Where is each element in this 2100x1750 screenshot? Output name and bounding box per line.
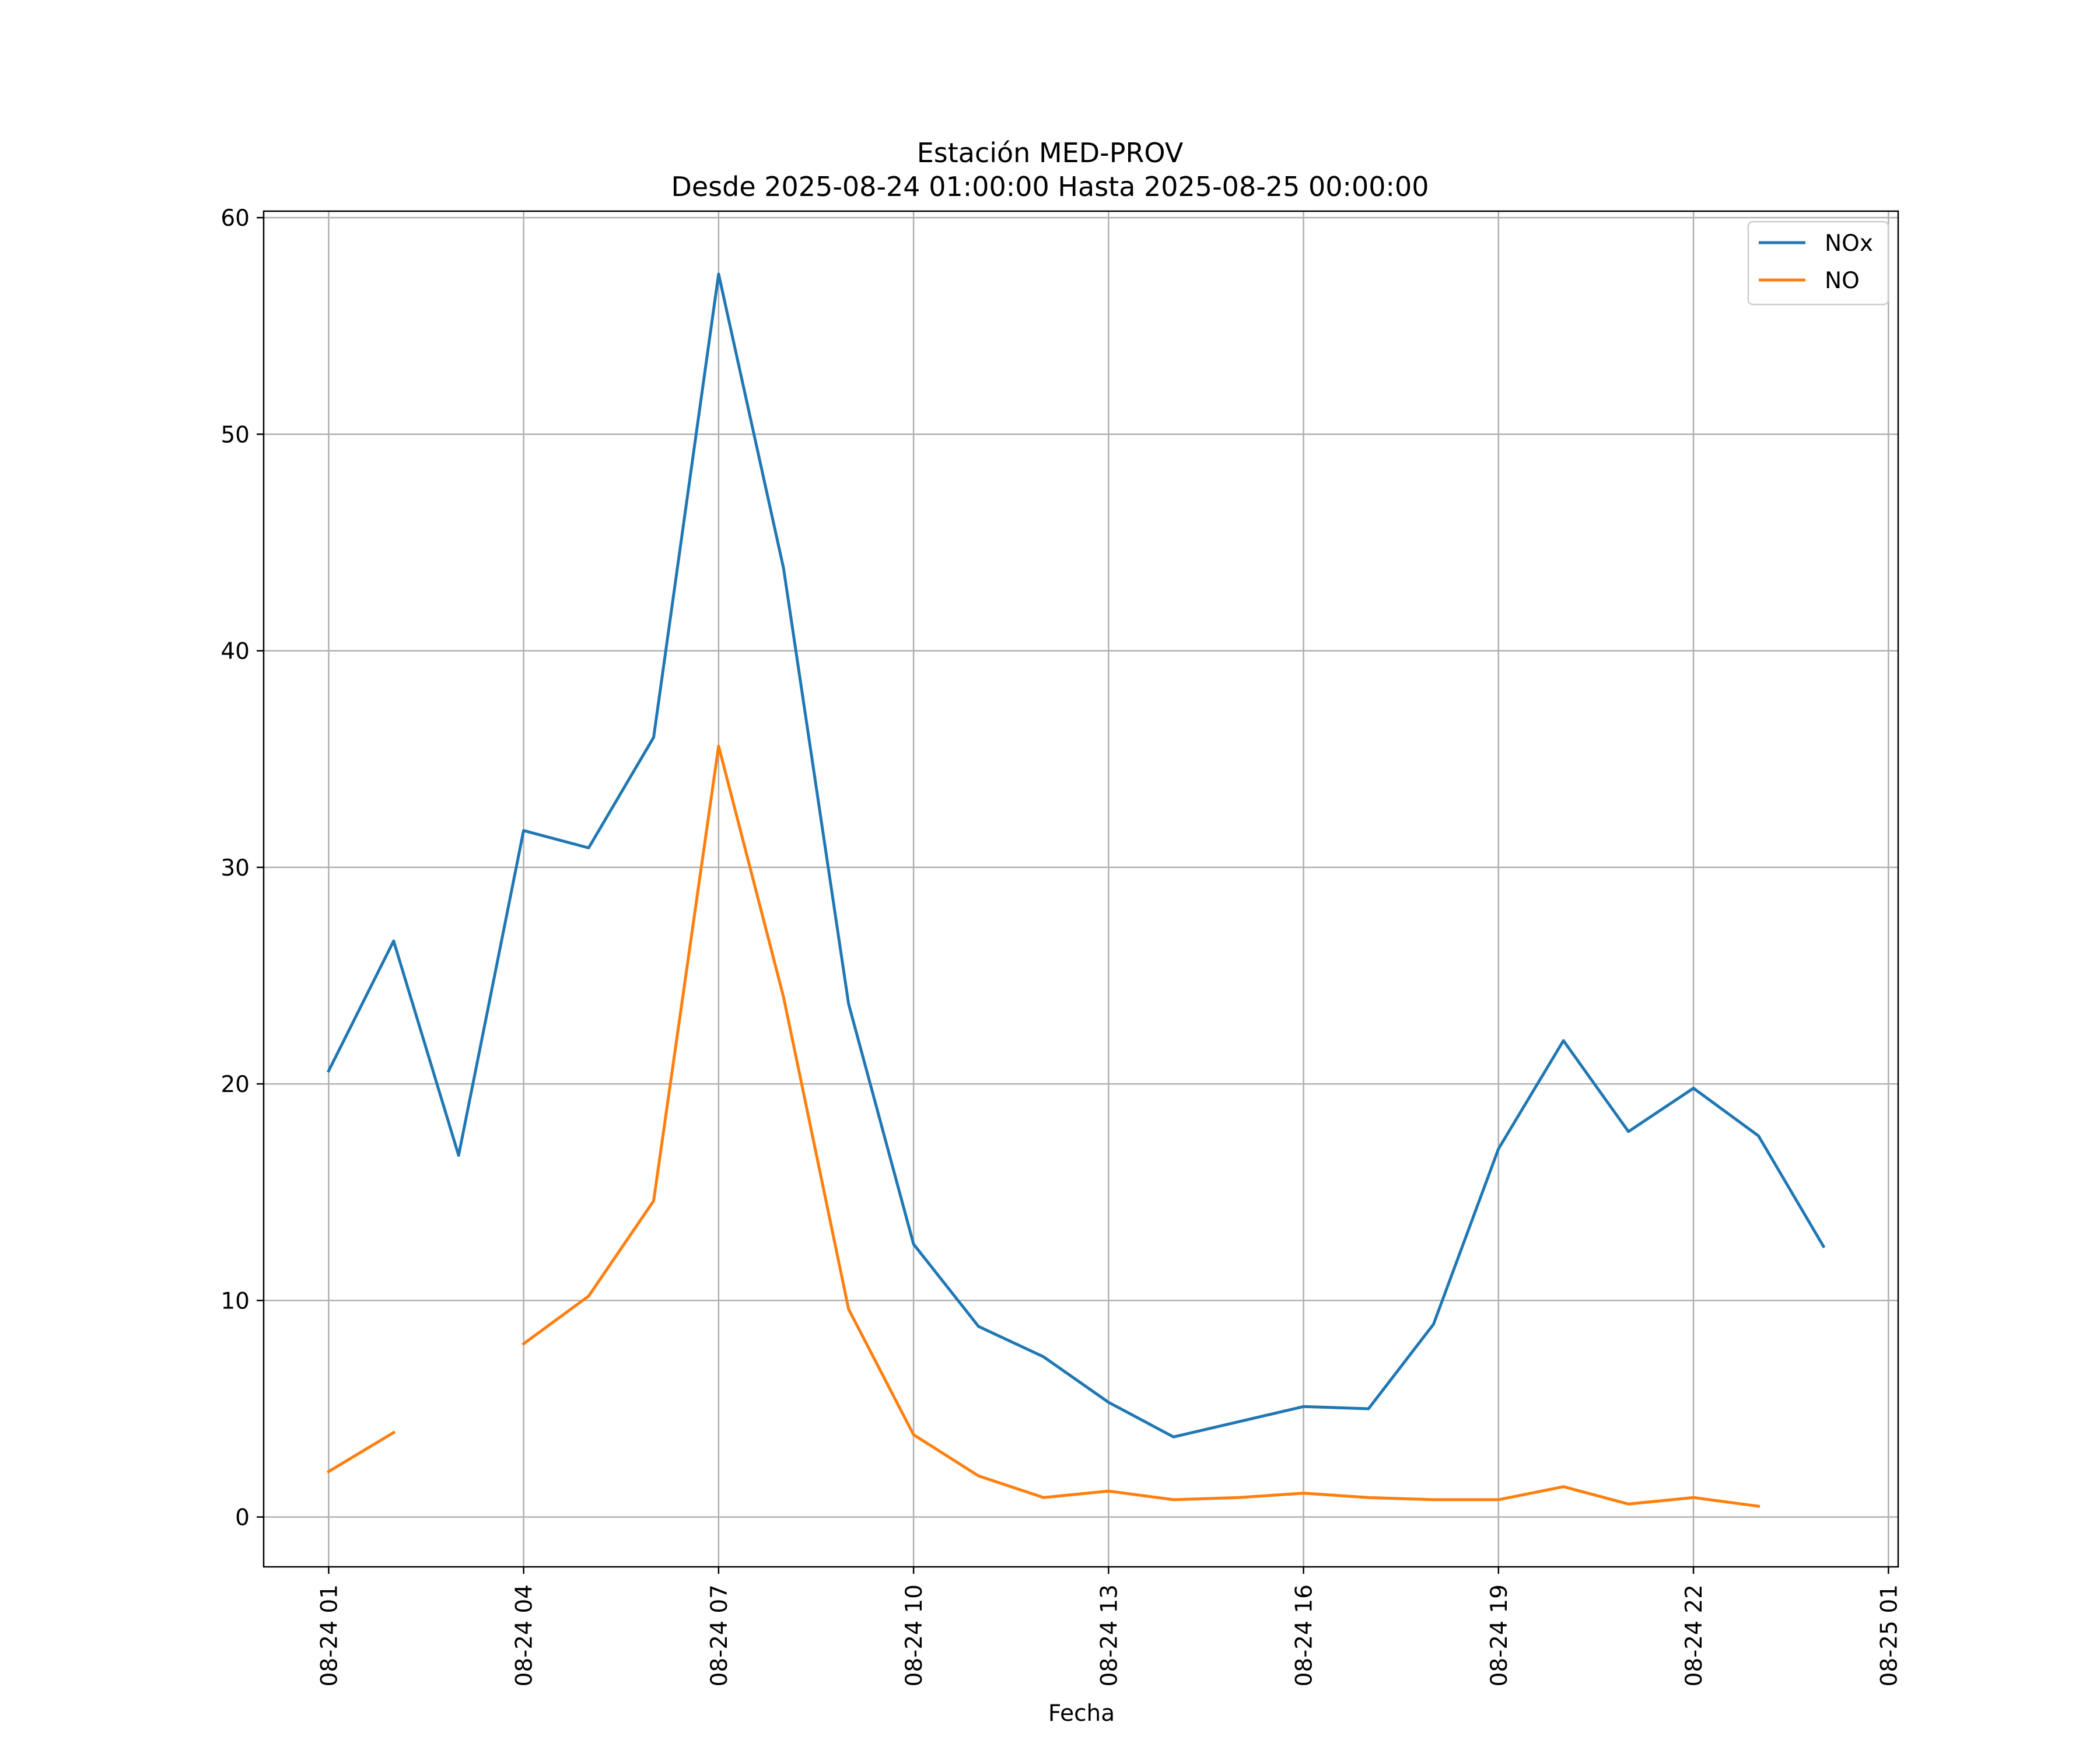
x-tick-label: 08-24 07 — [706, 1584, 733, 1686]
chart-title: Estación MED-PROV — [917, 137, 1184, 169]
x-tick-label: 08-24 10 — [901, 1584, 928, 1686]
x-tick-label: 08-24 01 — [316, 1584, 342, 1686]
legend-label: NOx — [1825, 230, 1873, 257]
x-axis-label: Fecha — [1048, 1700, 1115, 1727]
series-line-no — [326, 1430, 396, 1474]
y-tick-label: 50 — [220, 422, 250, 448]
legend-label: NO — [1825, 268, 1860, 294]
y-tick-label: 0 — [235, 1505, 250, 1531]
chart-subtitle: Desde 2025-08-24 01:00:00 Hasta 2025-08-… — [671, 171, 1429, 202]
grid — [264, 211, 1898, 1567]
y-tick-label: 60 — [220, 205, 250, 232]
legend: NOx NO — [1747, 220, 1889, 306]
plot-frame — [262, 210, 1899, 1568]
series-no — [326, 744, 1760, 1508]
series-nox — [327, 272, 1826, 1438]
x-axis: 08-24 01 08-24 04 08-24 07 08-24 10 08-24 13… — [316, 1567, 1902, 1686]
x-tick-label: 08-24 16 — [1292, 1584, 1318, 1686]
y-tick-label: 10 — [220, 1288, 250, 1314]
plot-series — [326, 272, 1826, 1508]
x-tick-label: 08-24 19 — [1486, 1584, 1513, 1686]
x-tick-label: 08-24 13 — [1096, 1584, 1122, 1686]
x-tick-label: 08-24 04 — [512, 1584, 538, 1686]
series-line-nox — [327, 272, 1826, 1438]
y-axis: 0 10 20 30 40 50 60 — [220, 205, 264, 1531]
y-tick-label: 40 — [220, 639, 250, 665]
y-tick-label: 30 — [220, 855, 250, 881]
series-line-no — [522, 744, 1760, 1508]
y-tick-label: 20 — [220, 1072, 250, 1098]
x-tick-label: 08-25 01 — [1876, 1584, 1902, 1686]
x-tick-label: 08-24 22 — [1681, 1584, 1707, 1686]
